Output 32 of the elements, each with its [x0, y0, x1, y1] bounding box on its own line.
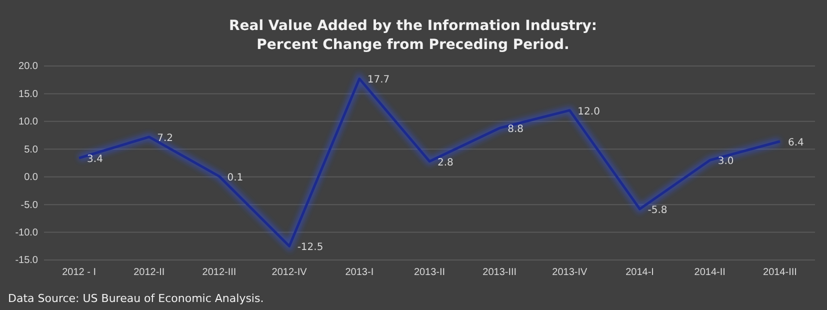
- y-tick-label: 0.0: [24, 172, 38, 184]
- x-tick-label: 2013-IV: [552, 267, 588, 278]
- x-tick-label: 2012 - I: [62, 267, 96, 278]
- data-label: 12.0: [578, 106, 600, 118]
- y-tick-label: 5.0: [24, 144, 38, 156]
- x-tick-label: 2014-III: [762, 267, 797, 278]
- data-label: 7.2: [157, 132, 174, 144]
- x-tick-label: 2013-I: [345, 267, 374, 278]
- y-tick-label: 10.0: [18, 116, 38, 128]
- y-tick-label: -10.0: [15, 227, 38, 238]
- x-tick-label: 2014-II: [694, 267, 726, 278]
- x-tick-label: 2012-II: [134, 267, 165, 278]
- x-tick-label: 2014-I: [626, 267, 654, 278]
- data-label: 17.7: [367, 74, 390, 86]
- data-label: 8.8: [508, 124, 524, 136]
- y-tick-label: -5.0: [20, 200, 38, 211]
- data-label: -12.5: [297, 242, 324, 254]
- data-label: 3.4: [87, 154, 103, 166]
- data-label: 3.0: [718, 156, 734, 168]
- data-label: -5.8: [648, 205, 668, 216]
- source-note: Data Source: US Bureau of Economic Analysis.: [8, 292, 264, 305]
- x-tick-label: 2012-IV: [272, 267, 308, 278]
- x-tick-label: 2012-III: [202, 267, 236, 278]
- chart-title: Real Value Added by the Information Industry: Percent Change from Preceding Period.: [229, 18, 597, 53]
- y-tick-label: 15.0: [18, 88, 38, 100]
- x-tick-label: 2013-II: [414, 267, 446, 278]
- x-tick-label: 2013-III: [482, 267, 517, 278]
- data-label: 2.8: [438, 157, 454, 168]
- y-tick-label: 20.0: [18, 61, 38, 72]
- y-tick-label: -15.0: [15, 255, 38, 266]
- data-label: 0.1: [227, 172, 244, 184]
- data-label: 6.4: [788, 137, 804, 148]
